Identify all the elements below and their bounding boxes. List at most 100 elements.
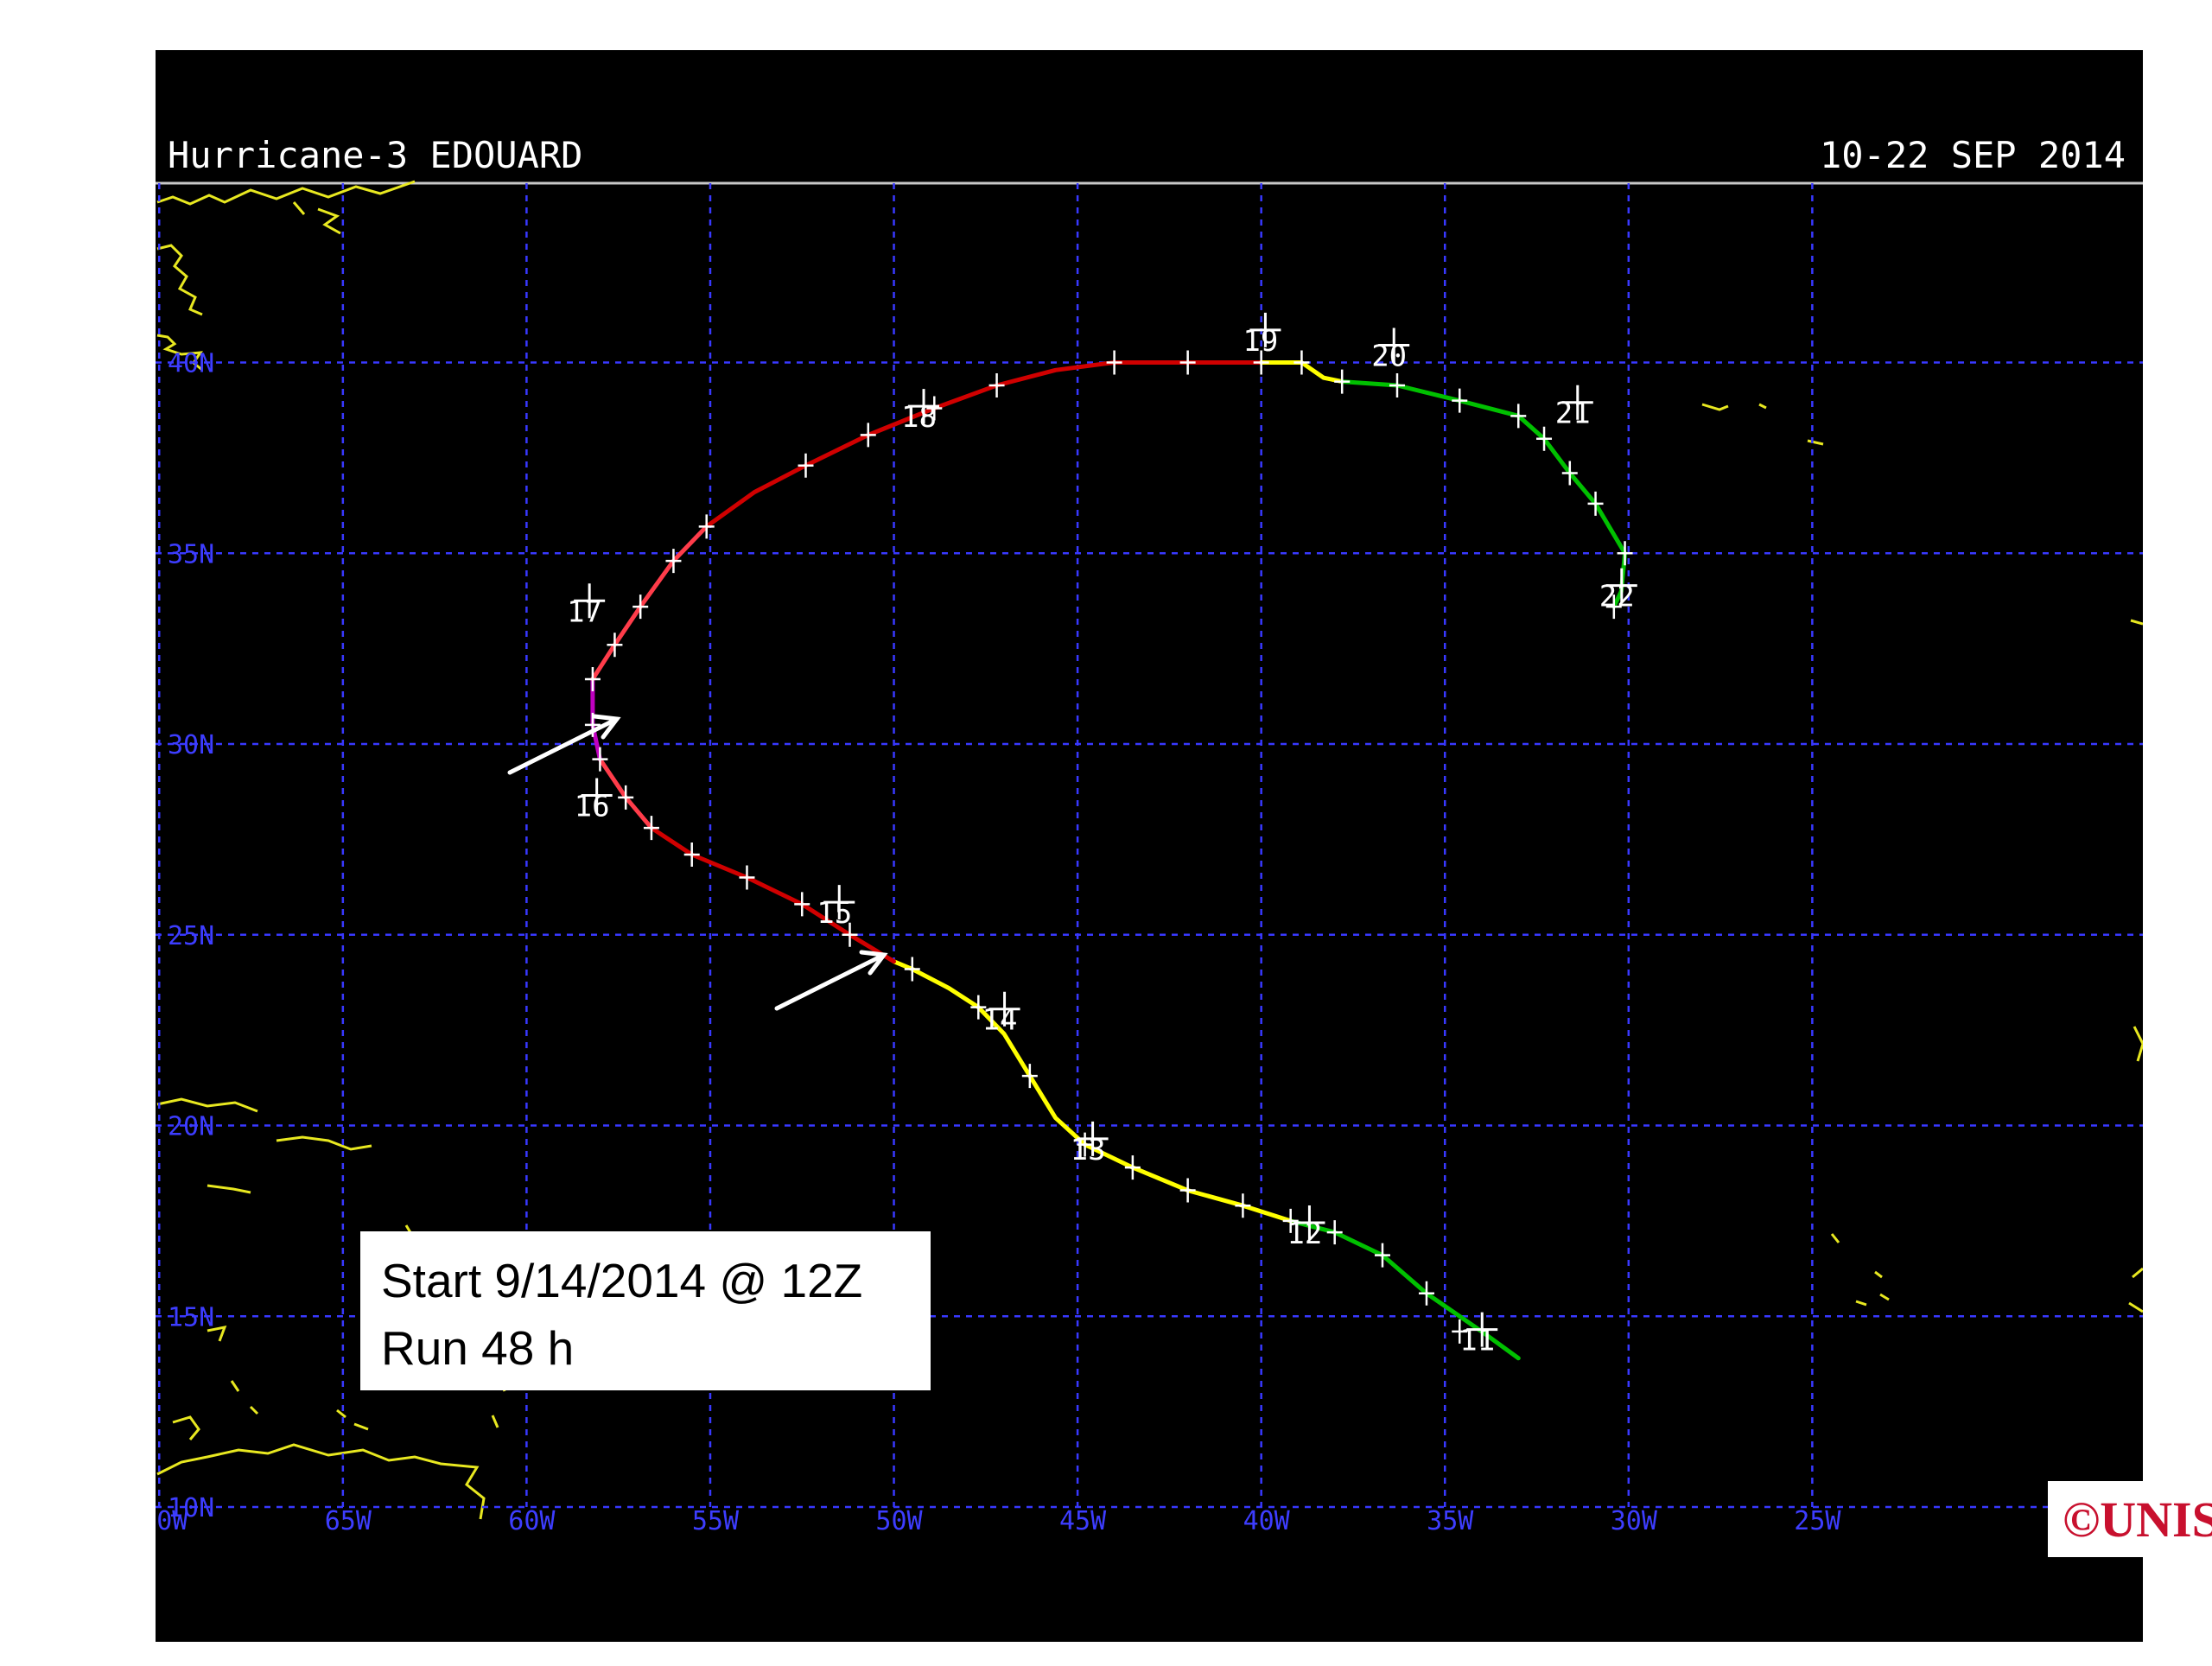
track-tick-42 [1605, 595, 1622, 620]
day-label-22: 22 [1599, 580, 1635, 614]
track-tick-25 [698, 514, 715, 539]
lon-label-70W: 70W [156, 1506, 188, 1536]
track-tick-1 [1452, 1319, 1468, 1344]
day-marker-17 [574, 583, 606, 619]
track-segment-9 [1339, 379, 1628, 609]
track-tick-15 [739, 865, 755, 890]
track-tick-23 [632, 595, 649, 620]
arrow-annotation-upper [507, 714, 621, 775]
track-tick-2 [1418, 1281, 1434, 1306]
lat-label-20N: 20N [168, 1112, 214, 1142]
track-tick-26 [798, 453, 814, 478]
lon-label-40W: 40W [1243, 1506, 1291, 1536]
track-tick-14 [794, 892, 810, 917]
lon-label-50W: 50W [875, 1506, 923, 1536]
lon-label-55W: 55W [692, 1506, 740, 1536]
hurricane-track [590, 360, 1628, 1361]
track-tick-16 [683, 843, 700, 868]
run-start-text: Start 9/14/2014 @ 12Z [381, 1254, 863, 1307]
coastlines [156, 180, 2143, 1520]
day-marker-21 [1561, 385, 1593, 420]
day-marker-11 [1466, 1312, 1498, 1347]
track-segment-2 [892, 959, 1294, 1224]
coastline-azores [1701, 403, 1824, 446]
track-tick-19 [592, 747, 608, 772]
track-tick-18 [618, 785, 634, 810]
day-label-13: 13 [1071, 1133, 1106, 1167]
day-label-12: 12 [1287, 1217, 1322, 1251]
coastline-south-america [156, 1415, 486, 1520]
lon-label-35W: 35W [1427, 1506, 1474, 1536]
coastline-africa-iberia [2128, 619, 2143, 1313]
track-tick-11 [970, 995, 987, 1020]
track-tick-41 [1617, 541, 1633, 566]
track-tick-22 [607, 633, 623, 658]
track-tick-4 [1326, 1220, 1343, 1245]
track-tick-8 [1124, 1155, 1141, 1180]
track-tick-33 [1294, 350, 1310, 375]
track-tick-10 [1021, 1064, 1038, 1089]
track-tick-28 [926, 396, 943, 421]
track-tick-5 [1282, 1208, 1299, 1233]
track-tick-40 [1587, 491, 1604, 516]
day-label-19: 19 [1243, 324, 1278, 359]
lon-label-25W: 25W [1794, 1506, 1841, 1536]
track-tick-29 [988, 372, 1005, 397]
track-segment-7 [704, 360, 1264, 529]
day-marker-19 [1249, 312, 1281, 347]
track-tick-17 [643, 816, 659, 841]
track-tick-36 [1452, 388, 1468, 413]
map-date-range: 10-22 SEP 2014 [1820, 134, 2126, 176]
track-tick-13 [842, 922, 858, 947]
track-segment-5 [590, 677, 602, 762]
coastline-north-america [156, 180, 416, 316]
coastline-cape-verde [1830, 1233, 1890, 1307]
track-tick-21 [584, 666, 601, 691]
track-segment-6 [590, 524, 709, 682]
day-label-21: 21 [1555, 397, 1591, 431]
track-tick-7 [1179, 1178, 1196, 1203]
track-segment-8 [1259, 360, 1344, 385]
track-tick-9 [1077, 1132, 1093, 1157]
day-marker-18 [908, 389, 940, 424]
hurricane-track-map: Hurricane-3 EDOUARD 10-22 SEP 2014 40N 35… [156, 134, 2143, 1536]
track-tick-34 [1334, 369, 1351, 394]
day-label-16: 16 [575, 789, 610, 823]
slide: Hurricane-3 EDOUARD 10-22 SEP 2014 40N 35… [156, 50, 2212, 1642]
day-marker-13 [1077, 1121, 1109, 1156]
day-marker-16 [581, 778, 613, 813]
day-marker-14 [988, 991, 1020, 1027]
track-segment-3 [649, 825, 896, 964]
coastline-cuba-hispaniola [156, 1097, 372, 1194]
track-tick-38 [1536, 426, 1553, 451]
track-tick-30 [1106, 350, 1122, 375]
track-position-marks [584, 350, 1633, 1344]
lon-label-45W: 45W [1059, 1506, 1107, 1536]
lat-label-25N: 25N [168, 921, 214, 951]
run-duration-text: Run 48 h [381, 1321, 575, 1375]
day-label-11: 11 [1459, 1324, 1495, 1358]
lat-label-10N: 10N [168, 1493, 214, 1523]
lat-label-40N: 40N [168, 349, 214, 379]
track-tick-35 [1389, 372, 1405, 397]
lat-label-30N: 30N [168, 730, 214, 760]
day-label-20: 20 [1371, 340, 1407, 374]
arrow-annotation-lower [774, 950, 888, 1011]
track-tick-32 [1253, 350, 1269, 375]
track-day-labels: 11 12 13 14 15 16 17 18 19 20 21 22 [567, 312, 1637, 1358]
axis-labels: 40N 35N 30N 25N 20N 15N 10N70W 65W 60W 55W 50W 45W 4… [156, 349, 1841, 1536]
track-tick-3 [1374, 1243, 1390, 1268]
day-marker-12 [1294, 1205, 1325, 1240]
day-label-14: 14 [982, 1003, 1018, 1038]
day-marker-20 [1378, 327, 1410, 363]
unisys-logo: ©UNISYS [2048, 1481, 2212, 1557]
track-tick-27 [860, 423, 876, 448]
lon-label-30W: 30W [1611, 1506, 1658, 1536]
track-tick-39 [1561, 461, 1578, 486]
run-info-box: Start 9/14/2014 @ 12Z Run 48 h [360, 1231, 931, 1390]
track-tick-31 [1179, 350, 1196, 375]
track-tick-6 [1235, 1193, 1251, 1218]
track-tick-12 [904, 957, 920, 982]
track-tick-37 [1510, 404, 1527, 429]
lat-label-15N: 15N [168, 1302, 214, 1332]
